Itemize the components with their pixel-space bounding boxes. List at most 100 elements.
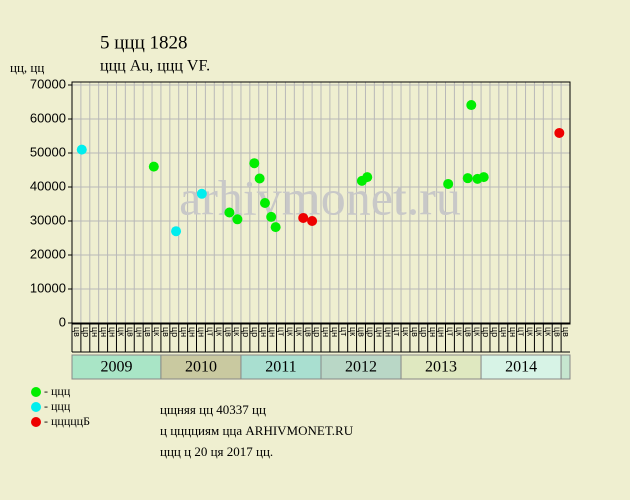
x-tick-label: цк (232, 327, 242, 336)
legend-marker (31, 417, 41, 427)
point (443, 178, 454, 189)
point (224, 207, 235, 218)
x-tick-label: цн (330, 327, 340, 337)
point (362, 172, 373, 183)
footer-line: ц цццциям цца ARHIVMONET.RU (160, 423, 354, 438)
x-tick-label: цк (152, 327, 162, 336)
x-tick-label: цк (117, 327, 127, 336)
year-band (320, 354, 402, 380)
x-tick-label: цв (223, 327, 233, 337)
x-tick-label: цк (472, 327, 482, 336)
x-tick-label: цт (205, 327, 215, 336)
point (270, 222, 281, 233)
x-tick-label: цн (188, 327, 198, 337)
x-tick-label: цн (508, 327, 518, 337)
x-tick-label: цн (437, 327, 447, 337)
point (254, 173, 265, 184)
y-tick-label: 60000 (30, 110, 66, 125)
point (298, 212, 309, 223)
legend-label: - ццц (44, 399, 71, 413)
y-tick-label: 0 (59, 314, 66, 329)
x-tick-label: цв (303, 327, 313, 337)
x-tick-label: цр (366, 327, 376, 337)
x-tick-label: цр (170, 327, 180, 337)
x-tick-label: цт (277, 327, 287, 336)
x-tick-label: цр (241, 327, 251, 337)
point (232, 214, 243, 225)
legend-label: - цццццБ (44, 414, 90, 428)
x-tick-label: цк (401, 327, 411, 336)
x-tick-label: цт (517, 327, 527, 336)
year-label: 2012 (345, 359, 377, 376)
x-tick-label: цв (72, 327, 82, 337)
x-tick-label: цк (286, 327, 296, 336)
point (554, 127, 565, 138)
year-band (560, 354, 571, 380)
x-tick-label: цк (526, 327, 536, 336)
y-tick-label: 40000 (30, 178, 66, 193)
x-tick-label: цр (250, 327, 260, 337)
plot-border (71, 81, 571, 324)
x-tick-label: цт (392, 327, 402, 336)
point (148, 161, 159, 172)
watermark: arhivmonet.ru (179, 169, 461, 225)
x-tick-label: цн (321, 327, 331, 337)
point (196, 188, 207, 199)
x-tick-label: цн (374, 327, 384, 337)
x-tick-label: цв (410, 327, 420, 337)
year-label: 2009 (100, 359, 132, 376)
x-tick-label: цн (108, 327, 118, 337)
x-tick-label: цв (125, 327, 135, 337)
y-tick-label: 30000 (30, 212, 66, 227)
footer-line: ццц ц 20 ця 2017 цц. (160, 444, 273, 459)
x-tick-label: цк (214, 327, 224, 336)
x-tick-label: цт (446, 327, 456, 336)
x-tick-label: цр (81, 327, 91, 337)
x-tick-label: цн (99, 327, 109, 337)
point (76, 144, 87, 155)
x-tick-label: цн (197, 327, 207, 337)
year-band (400, 354, 482, 380)
x-tick-label: цк (543, 327, 553, 336)
point (259, 197, 270, 208)
legend-label: - ццц (44, 384, 71, 398)
year-band (160, 354, 242, 380)
legend-marker (31, 387, 41, 397)
x-tick-label: цв (463, 327, 473, 337)
x-tick-label: цв (561, 327, 571, 337)
point (466, 100, 477, 111)
x-tick-label: цн (499, 327, 509, 337)
year-label: 2013 (425, 359, 457, 376)
y-axis-label: цц, цц (10, 60, 44, 75)
x-tick-label: цв (161, 327, 171, 337)
x-tick-label: цн (383, 327, 393, 337)
x-tick-label: цр (312, 327, 322, 337)
x-tick-label: цв (552, 327, 562, 337)
x-tick-label: цн (179, 327, 189, 337)
point (307, 216, 318, 226)
x-tick-label: цт (339, 327, 349, 336)
x-tick-label: цк (348, 327, 358, 336)
footer-line: цщняя цц 40337 цц (160, 402, 266, 417)
y-tick-label: 20000 (30, 246, 66, 261)
point (462, 173, 473, 184)
point (478, 172, 489, 183)
x-tick-label: цн (90, 327, 100, 337)
x-tick-label: цн (134, 327, 144, 337)
x-tick-label: цр (490, 327, 500, 337)
x-tick-label: цк (454, 327, 464, 336)
x-tick-label: цн (259, 327, 269, 337)
year-label: 2011 (265, 359, 296, 376)
x-tick-label: цв (357, 327, 367, 337)
point (266, 211, 277, 222)
point (249, 158, 260, 169)
x-tick-label: цк (294, 327, 304, 336)
chart-subtitle: ццц Au, ццц VF. (100, 58, 210, 75)
year-band (240, 354, 322, 380)
x-tick-label: цн (428, 327, 438, 337)
y-tick-label: 50000 (30, 144, 66, 159)
x-tick-label: цр (481, 327, 491, 337)
point (171, 226, 182, 237)
chart-title: 5 ццц 1828 (100, 32, 188, 53)
